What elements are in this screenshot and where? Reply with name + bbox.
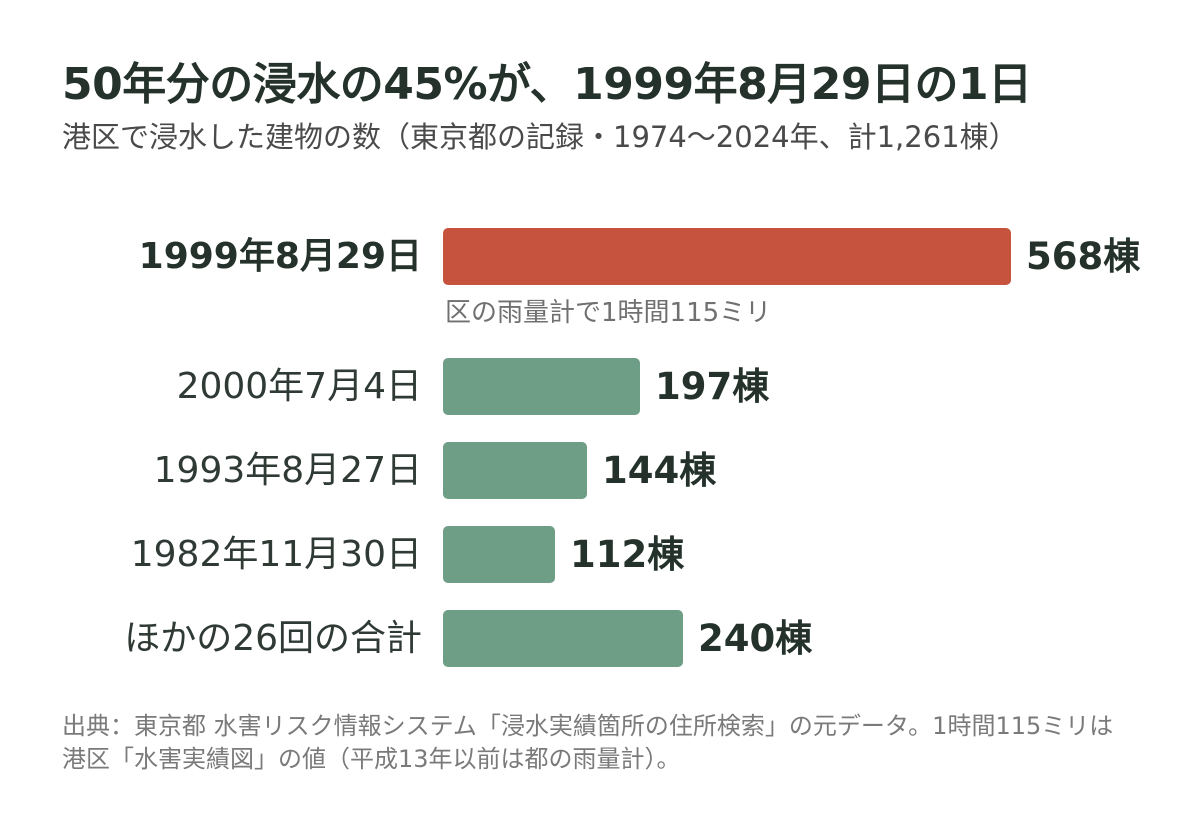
- value-label: 112棟: [570, 533, 685, 576]
- value-label: 197棟: [655, 365, 770, 408]
- category-label: 1982年11月30日: [131, 534, 422, 575]
- source-note: 出典：東京都 水害リスク情報システム「浸水実績箇所の住所検索」の元データ。1時間…: [62, 712, 1114, 773]
- category-label: 1999年8月29日: [139, 236, 422, 277]
- chart-title: 50年分の浸水の45%が、1999年8月29日の1日: [62, 59, 1032, 110]
- bar: [443, 228, 1011, 285]
- value-label: 568棟: [1026, 235, 1141, 278]
- value-label: 144棟: [602, 449, 717, 492]
- category-label: 1993年8月27日: [154, 450, 422, 491]
- bar: [443, 358, 640, 415]
- bar: [443, 610, 683, 667]
- bar: [443, 526, 555, 583]
- category-label: 2000年7月4日: [177, 366, 422, 407]
- bar: [443, 442, 587, 499]
- category-label: ほかの26回の合計: [124, 618, 422, 659]
- chart-subtitle: 港区で浸水した建物の数（東京都の記録・1974〜2024年、計1,261棟）: [62, 120, 1018, 154]
- value-label: 240棟: [698, 617, 813, 660]
- bar-annotation: 区の雨量計で1時間115ミリ: [445, 298, 771, 328]
